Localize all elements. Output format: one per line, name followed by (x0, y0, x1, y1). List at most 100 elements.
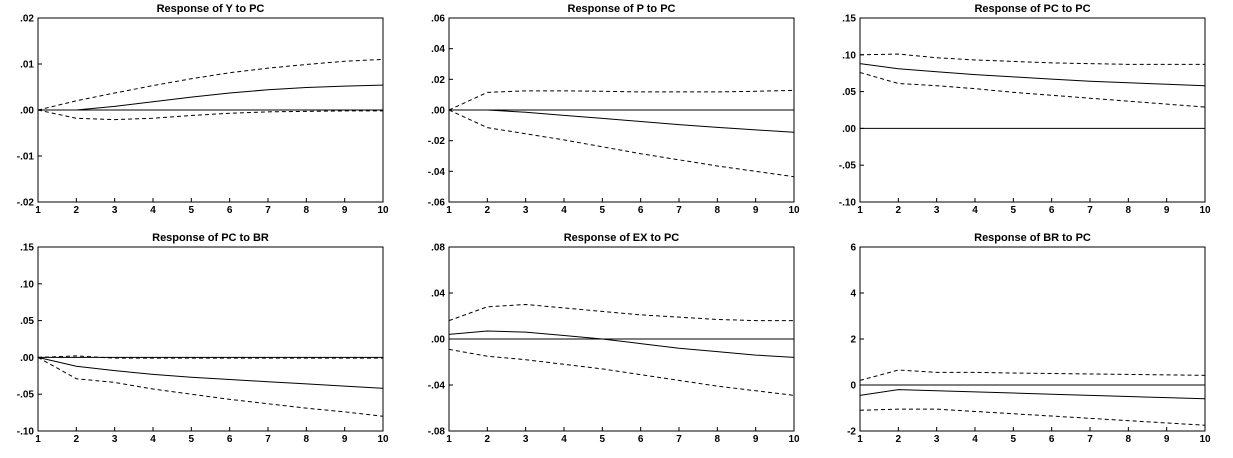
x-tick-label: 7 (265, 205, 271, 216)
y-tick-label: .10 (20, 279, 34, 290)
plot-frame (37, 246, 384, 432)
x-tick-label: 3 (934, 434, 940, 445)
irf-chart-svg: Response of PC to BR .15 .10 .05 .00 -.05 -.10… (17, 232, 389, 445)
x-tick-label: 5 (1011, 205, 1017, 216)
irf-chart-2: Response of P to PC .06 .04 .02 .00 -.02 -.04 -… (411, 0, 822, 229)
y-tick-label: 6 (850, 243, 856, 254)
x-tick-label: 10 (377, 205, 389, 216)
lower-band-line (37, 109, 383, 121)
x-tick-label: 10 (1199, 205, 1211, 216)
irf-chart-svg: Response of BR to PC 6 4 2 0 -21 2 3 4 5 6 7 8 9 10 (847, 232, 1211, 445)
x-tick-label: 2 (485, 205, 491, 216)
x-tick-label: 8 (715, 434, 721, 445)
y-tick-label: .06 (431, 14, 445, 25)
y-tick-label: .02 (20, 14, 34, 25)
x-tick-label: 5 (600, 434, 606, 445)
upper-band-line (37, 355, 383, 359)
y-tick-label: -.02 (17, 198, 35, 209)
x-tick-label: 10 (377, 434, 389, 445)
y-tick-label: .05 (20, 316, 34, 327)
response-line (859, 389, 1206, 400)
x-tick-label: 4 (561, 434, 567, 445)
lower-band-line (448, 348, 795, 396)
x-tick-label: 4 (561, 205, 567, 216)
y-tick-label: -.05 (17, 390, 35, 401)
x-tick-label: 9 (753, 434, 759, 445)
y-tick-label: .04 (431, 44, 445, 55)
x-tick-label: 9 (342, 434, 348, 445)
y-tick-label: 2 (850, 335, 856, 346)
y-tick-label: -.10 (17, 427, 35, 438)
chart-title: Response of PC to BR (152, 232, 269, 244)
x-tick-label: 6 (638, 434, 644, 445)
x-tick-label: 9 (753, 205, 759, 216)
x-tick-label: 1 (857, 205, 863, 216)
y-tick-label: 4 (850, 289, 856, 300)
x-tick-label: 6 (227, 205, 233, 216)
upper-band-line (37, 58, 384, 111)
x-tick-label: 9 (1164, 205, 1170, 216)
x-tick-label: 4 (150, 434, 156, 445)
x-tick-label: 3 (112, 205, 118, 216)
y-tick-label: 0 (850, 381, 856, 392)
x-tick-label: 7 (676, 434, 682, 445)
x-tick-label: 8 (715, 205, 721, 216)
y-tick-label: -.05 (839, 161, 857, 172)
x-tick-label: 2 (896, 205, 902, 216)
y-tick-label: .00 (431, 106, 445, 117)
x-tick-label: 5 (189, 205, 195, 216)
y-tick-label: .15 (20, 243, 34, 254)
lower-band-line (859, 408, 1206, 426)
x-tick-label: 3 (112, 434, 118, 445)
y-tick-label: .00 (431, 335, 445, 346)
y-tick-label: -.01 (17, 152, 35, 163)
x-tick-label: 7 (676, 205, 682, 216)
response-line (448, 330, 795, 358)
y-tick-label: -.06 (428, 198, 446, 209)
y-tick-label: -.02 (428, 136, 446, 147)
y-tick-label: -.10 (839, 198, 857, 209)
y-tick-label: -.04 (428, 381, 446, 392)
x-tick-label: 2 (485, 434, 491, 445)
x-tick-label: 1 (35, 434, 41, 445)
chart-title: Response of P to PC (568, 3, 676, 15)
chart-title: Response of BR to PC (974, 232, 1091, 244)
lower-band-line (859, 71, 1206, 108)
x-tick-label: 4 (972, 434, 978, 445)
y-tick-label: .08 (431, 243, 445, 254)
x-tick-label: 5 (1011, 434, 1017, 445)
irf-chart-4: Response of PC to BR .15 .10 .05 .00 -.05 -.10… (0, 229, 411, 458)
irf-chart-3: Response of PC to PC .15 .10 .05 .00 -.05 -.10… (822, 0, 1233, 229)
x-tick-label: 1 (857, 434, 863, 445)
chart-title: Response of PC to PC (974, 3, 1090, 15)
lower-band-line (37, 356, 384, 417)
response-line (38, 84, 384, 111)
upper-band-line (448, 303, 794, 322)
irf-chart-6: Response of BR to PC 6 4 2 0 -2 1 2 3 4 5 6 7 8 9 10 (822, 229, 1233, 458)
x-tick-label: 5 (600, 205, 606, 216)
plot-frame (859, 246, 1206, 432)
response-line (859, 63, 1206, 87)
irf-chart-svg: Response of P to PC .06 .04 .02 .00 -.02 -.04 -… (428, 3, 800, 216)
irf-chart-5: Response of EX to PC .08 .04 .00 -.04 -.08 1 2 3… (411, 229, 822, 458)
y-tick-label: .05 (842, 87, 856, 98)
x-tick-label: 9 (342, 205, 348, 216)
x-tick-label: 7 (265, 434, 271, 445)
irf-chart-svg: Response of EX to PC .08 .04 .00 -.04 -.081 2 3… (428, 232, 800, 445)
y-tick-label: .02 (431, 75, 445, 86)
x-tick-label: 6 (1049, 434, 1055, 445)
x-tick-label: 1 (35, 205, 41, 216)
x-tick-label: 3 (523, 205, 529, 216)
y-tick-label: .00 (20, 106, 34, 117)
x-tick-label: 2 (74, 434, 80, 445)
x-tick-label: 10 (788, 205, 800, 216)
x-tick-label: 2 (74, 205, 80, 216)
x-tick-label: 8 (1126, 205, 1132, 216)
x-tick-label: 7 (1087, 434, 1093, 445)
x-tick-label: 4 (150, 205, 156, 216)
lower-band-line (448, 109, 795, 178)
response-line (449, 109, 795, 133)
y-tick-label: -.08 (428, 427, 446, 438)
upper-band-line (859, 369, 1206, 381)
